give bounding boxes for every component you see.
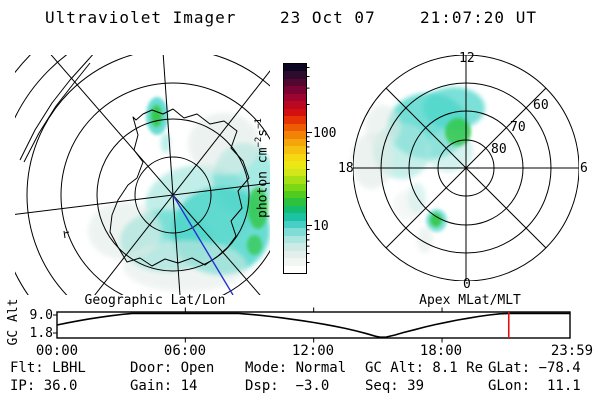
mlat-ring-60: 60 bbox=[533, 98, 549, 113]
colorbar-band bbox=[284, 86, 306, 94]
aurora-haze bbox=[417, 227, 433, 253]
colorbar bbox=[283, 63, 307, 274]
aurora-blob bbox=[161, 133, 170, 153]
colorbar-band bbox=[284, 213, 306, 221]
apex-panel-title: Apex MLat/MLT bbox=[419, 293, 521, 308]
geographic-map-panel bbox=[15, 55, 270, 295]
xtick-1200: 12:00 bbox=[291, 343, 335, 359]
colorbar-band bbox=[284, 235, 306, 244]
status-seq: Seq: 39 bbox=[365, 378, 425, 394]
aurora-blob bbox=[247, 235, 262, 255]
xtick-0000: 00:00 bbox=[35, 343, 79, 359]
status-glat: GLat: −78.4 bbox=[488, 360, 581, 376]
ytick-9: 9.0 bbox=[29, 308, 53, 323]
colorbar-band bbox=[284, 183, 306, 191]
aurora-haze bbox=[188, 113, 260, 175]
date-label: 23 Oct 07 bbox=[280, 8, 376, 27]
colorbar-band bbox=[284, 78, 306, 87]
coastline bbox=[19, 55, 250, 267]
apex-polar-panel: 12 18 6 0 80 70 60 bbox=[338, 51, 588, 292]
status-door: Door: Open bbox=[130, 360, 215, 376]
colorbar-band bbox=[284, 101, 306, 109]
colorbar-band bbox=[284, 250, 306, 259]
colorbar-band bbox=[284, 93, 306, 102]
aurora-blob bbox=[430, 213, 442, 227]
colorbar-band bbox=[284, 131, 306, 139]
time-label: 21:07:20 UT bbox=[420, 8, 537, 27]
colorbar-band bbox=[284, 138, 306, 147]
xtick-0600: 06:00 bbox=[163, 343, 207, 359]
mlt-label-18: 18 bbox=[338, 161, 354, 176]
status-ip: IP: 36.0 bbox=[10, 378, 78, 394]
colorbar-band bbox=[284, 116, 306, 124]
colorbar-band bbox=[284, 71, 306, 79]
mlat-ring-80: 80 bbox=[491, 142, 507, 157]
app-title: Ultraviolet Imager bbox=[45, 8, 237, 27]
colorbar-band bbox=[284, 190, 306, 199]
colorbar-band bbox=[284, 220, 306, 229]
colorbar-tick-100: 100 bbox=[313, 126, 337, 141]
colorbar-band bbox=[284, 64, 306, 72]
orbit-track-line bbox=[172, 194, 234, 295]
xtick-2359: 23:59 bbox=[550, 343, 594, 359]
colorbar-band bbox=[284, 228, 306, 236]
colorbar-band bbox=[284, 146, 306, 154]
status-flt: Flt: LBHL bbox=[10, 360, 86, 376]
colorbar-tick-10: 10 bbox=[313, 219, 329, 234]
apex-polar-grid bbox=[353, 55, 579, 281]
status-gain: Gain: 14 bbox=[130, 378, 198, 394]
colorbar-band bbox=[284, 123, 306, 132]
colorbar-band bbox=[284, 108, 306, 117]
aurora-blob bbox=[248, 187, 268, 229]
mlat-ring-70: 70 bbox=[510, 120, 526, 135]
xtick-1800: 18:00 bbox=[419, 343, 463, 359]
status-gcalt: GC Alt: 8.1 Re bbox=[365, 360, 484, 376]
colorbar-band bbox=[284, 265, 306, 274]
mlt-label-12: 12 bbox=[459, 51, 475, 66]
aurora-haze bbox=[365, 105, 401, 147]
mlt-label-0: 0 bbox=[463, 277, 471, 292]
colorbar-band bbox=[284, 243, 306, 251]
colorbar-band bbox=[284, 258, 306, 266]
status-glon: GLon: 11.1 bbox=[488, 378, 581, 394]
status-dsp: Dsp: −3.0 bbox=[245, 378, 330, 394]
geographic-panel-title: Geographic Lat/Lon bbox=[84, 293, 226, 308]
colorbar-band bbox=[284, 153, 306, 162]
aurora-haze bbox=[393, 190, 423, 220]
aurora-blob bbox=[151, 105, 162, 127]
ytick-1-8: 1.8 bbox=[29, 326, 53, 341]
colorbar-band bbox=[284, 205, 306, 214]
colorbar-band bbox=[284, 168, 306, 177]
geographic-grid bbox=[15, 55, 270, 295]
status-mode: Mode: Normal bbox=[245, 360, 347, 376]
colorbar-band bbox=[284, 176, 306, 184]
colorbar-band bbox=[284, 161, 306, 169]
colorbar-band bbox=[284, 198, 306, 206]
colorbar-ticks bbox=[306, 66, 312, 264]
mlt-label-6: 6 bbox=[580, 161, 588, 176]
